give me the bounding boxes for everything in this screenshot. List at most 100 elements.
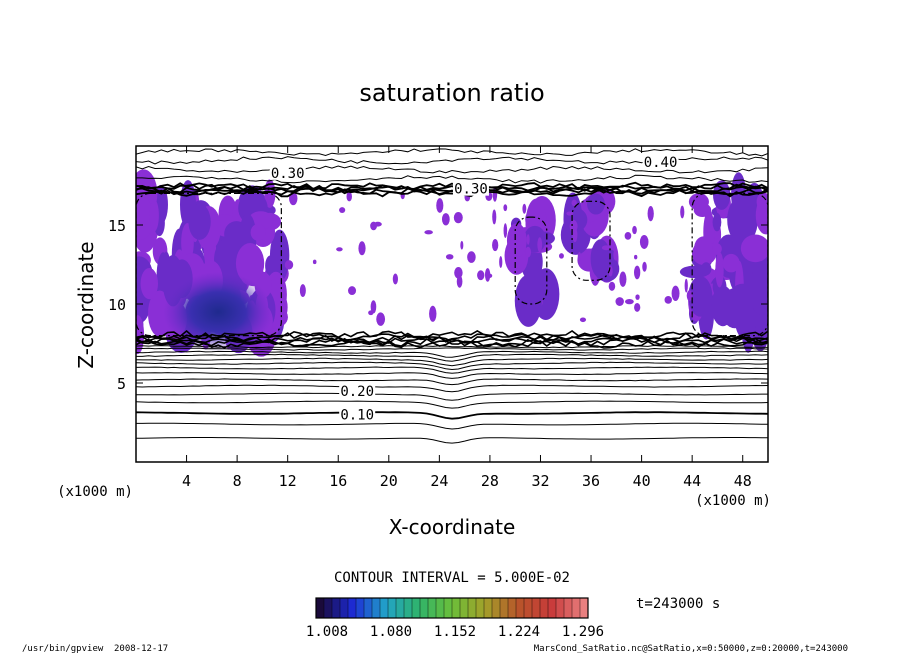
supersat-speck (634, 254, 638, 260)
supersat-speck (579, 317, 587, 323)
contour-label-bg (269, 163, 306, 180)
colorbar-band (476, 598, 485, 618)
supersat-speck (619, 271, 627, 287)
supersat-speck (424, 230, 433, 235)
supersat-speck (441, 213, 450, 226)
supersat-blob (715, 251, 724, 288)
supersat-speck (613, 248, 618, 261)
colorbar-band (348, 598, 357, 618)
supersat-speck (608, 281, 616, 291)
supersat-speck (639, 234, 649, 249)
contour-line (136, 344, 768, 349)
contour-label-bg (339, 405, 376, 422)
supersat-speck (684, 278, 688, 293)
colorbar-band (556, 598, 565, 618)
contour-label: 0.40 (644, 155, 678, 171)
supersat-speck (566, 211, 574, 216)
contour-line-dense (136, 185, 768, 194)
supersat-speck (632, 225, 637, 235)
supersat-speck (522, 203, 527, 214)
contour-line (136, 437, 768, 444)
supersat-blob (188, 203, 211, 240)
supersat-speck (525, 246, 532, 258)
supersat-speck (537, 237, 543, 253)
contour-line-dense (136, 181, 768, 190)
colorbar-band (548, 598, 557, 618)
colorbar-band (404, 598, 413, 618)
supersat-speck (370, 300, 377, 314)
contour-line (136, 384, 768, 393)
colorbar-band (420, 598, 429, 618)
y-tick-label: 10 (108, 296, 126, 314)
colorbar-band (452, 598, 461, 618)
supersat-speck (525, 213, 530, 225)
contour-label: 0.30 (271, 166, 305, 182)
supersat-speck (526, 234, 530, 245)
supersat-speck (429, 305, 437, 322)
contour-line-dense (136, 336, 768, 346)
contour-line (136, 357, 768, 367)
supersat-speck (634, 265, 641, 280)
supersat-speck (312, 259, 317, 265)
y-axis: 5 10 15 (108, 217, 768, 393)
colorbar-label: 1.008 (306, 624, 348, 640)
x-tick-label: 28 (481, 472, 499, 490)
x-tick-label: 12 (279, 472, 297, 490)
footer-program: /usr/bin/gpview (22, 644, 104, 654)
supersat-speck (373, 221, 382, 227)
x-tick-label: 16 (329, 472, 347, 490)
contour-line (136, 148, 768, 157)
supersat-speck (571, 199, 577, 207)
supersat-region (679, 172, 768, 353)
supersat-speck (503, 223, 508, 238)
contour-line (136, 361, 768, 371)
colorbar-band (564, 598, 573, 618)
supersat-blob (740, 234, 768, 263)
supersat-speck (634, 302, 641, 312)
contour-line-dense (136, 189, 768, 198)
supersat-blob (140, 267, 159, 300)
colorbar-label: 1.080 (370, 624, 412, 640)
colorbar-band (364, 598, 373, 618)
supersat-speck (436, 198, 444, 213)
supersat-speck (456, 275, 463, 288)
colorbar-band (444, 598, 453, 618)
supersat-speck (503, 204, 508, 212)
supersat-speck (348, 286, 357, 296)
colorbar-band (356, 598, 365, 618)
x-tick-label: 48 (734, 472, 752, 490)
supersat-peak (163, 271, 274, 352)
supersat-blob (587, 193, 605, 215)
supersat-speck (499, 255, 503, 268)
supersat-speck (577, 251, 582, 262)
colorbar-band (492, 598, 501, 618)
supersat-speck (647, 205, 654, 222)
supersat-speck (492, 209, 497, 225)
contour-line (136, 353, 768, 362)
supersat-speck (339, 207, 346, 213)
supersat-speck (453, 212, 463, 224)
contour-label: 0.30 (454, 182, 488, 198)
supersat-region (504, 196, 560, 327)
y-axis-label: Z-coordinate (74, 241, 98, 368)
supersat-blob (713, 180, 731, 210)
region-contour (571, 200, 611, 281)
footer-source: MarsCond_SatRatio.nc@SatRatio,x=0:50000,… (534, 644, 848, 654)
contour-line (136, 411, 768, 420)
contour-line (136, 392, 768, 401)
supersat-blob (688, 276, 713, 317)
colorbar-band (388, 598, 397, 618)
supersat-speck (299, 284, 306, 297)
contour-line (136, 366, 768, 374)
supersat-blob (701, 262, 712, 276)
supersat-blob (712, 212, 722, 232)
contour-line (136, 350, 768, 358)
contour-label: 0.20 (340, 384, 374, 400)
colorbar-band (508, 598, 517, 618)
colorbar-band (468, 598, 477, 618)
colorbar-frame (315, 597, 589, 619)
contour-label: 0.10 (340, 408, 374, 424)
colorbar-band (412, 598, 421, 618)
colorbar-band (396, 598, 405, 618)
